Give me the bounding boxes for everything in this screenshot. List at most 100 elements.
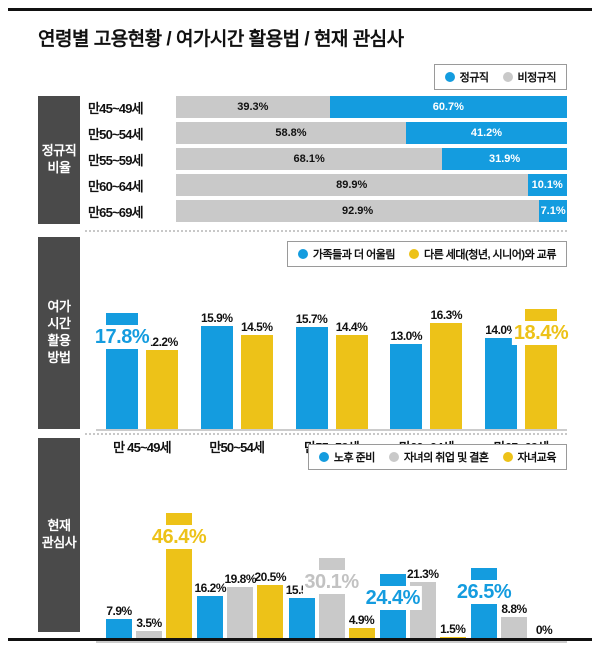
legend-label: 노후 준비 — [333, 452, 376, 464]
legend-dot-icon — [318, 452, 329, 462]
highlight-value-label: 18.4% — [511, 321, 571, 345]
grouped-bar-plot-leisure: 17.8% 12.2% 15.9% 14.5% 15.7% 14.4% 13.0% 16.3%… — [92, 273, 571, 431]
bar-yellow: 4.9% — [348, 613, 375, 641]
bar-blue: 13.0% — [390, 329, 423, 429]
section-divider — [85, 433, 567, 435]
value-label: 14.0% — [485, 323, 517, 337]
age-group-label: 만45~49세 — [88, 100, 144, 116]
x-axis-line — [96, 641, 567, 643]
table-row: 만65~69세 92.9% 7.1% — [88, 200, 567, 222]
bar-gray: 3.5% — [136, 616, 162, 641]
stacked-bar: 58.8% 41.2% — [176, 122, 567, 144]
section-side-label-interests: 현재 관심사 — [38, 438, 80, 632]
table-row: 만45~49세 39.3% 60.7% — [88, 96, 567, 118]
bar-gray: 19.8% — [224, 572, 257, 641]
bar-segment-blue: 7.1% — [539, 200, 567, 222]
legend-label: 자녀교육 — [517, 452, 557, 464]
bar-fill — [106, 619, 132, 641]
section-side-label-employment: 정규직 비율 — [38, 96, 80, 224]
legend-dot-icon — [502, 452, 513, 462]
stacked-bar-rows: 만45~49세 39.3% 60.7% 만50~54세 58.8% 41.2% 만55~59… — [88, 96, 567, 226]
legend-dot-icon — [388, 452, 399, 462]
bar-segment-gray: 68.1% — [176, 148, 443, 170]
bar-fill — [240, 335, 273, 429]
value-label: 3.5% — [136, 616, 162, 630]
section-divider — [85, 230, 567, 232]
legend-label: 다른 세대(청년, 시니어)와 교류 — [424, 249, 557, 261]
age-group-label: 만60~64세 — [88, 178, 144, 194]
bar-fill — [197, 596, 224, 641]
legend-interests: 노후 준비 자녀의 취업 및 결혼 자녀교육 — [307, 444, 567, 470]
bar-blue: 16.2% — [194, 581, 227, 641]
legend-label: 비정규직 — [517, 72, 557, 84]
bar-segment-blue: 31.9% — [442, 148, 567, 170]
bar-yellow: 18.4% — [511, 309, 571, 429]
bar-yellow: 14.5% — [240, 320, 273, 429]
table-row: 만50~54세 58.8% 41.2% — [88, 122, 567, 144]
bar-blue: 15.9% — [200, 311, 233, 429]
bar-yellow: 46.4% — [149, 513, 209, 641]
bar-fill — [295, 327, 328, 429]
bar-segment-gray: 92.9% — [176, 200, 540, 222]
value-label: 15.9% — [200, 311, 233, 325]
bar-group: 15.5%30.1% 4.9% — [286, 558, 375, 641]
bar-fill — [485, 338, 517, 429]
value-label: 12.2% — [146, 335, 178, 349]
x-axis-tick-label: 만 45~49세 — [113, 440, 171, 455]
stacked-bar: 39.3% 60.7% — [176, 96, 567, 118]
value-label: 14.5% — [240, 320, 273, 334]
value-label: 19.8% — [224, 572, 257, 586]
bar-fill — [257, 585, 284, 641]
bar-blue: 26.5% — [454, 568, 514, 641]
page-title: 연령별 고용현황 / 여가시간 활용법 / 현재 관심사 — [38, 29, 404, 50]
bar-blue: 7.9% — [106, 604, 132, 641]
value-label: 16.2% — [194, 581, 227, 595]
bar-blue: 14.0% — [485, 323, 517, 429]
x-axis-tick-label: 만50~54세 — [209, 440, 265, 455]
section-employment-ratio: 정규직 비정규직 정규직 비율 만45~49세 39.3% 60.7% 만50~54세 5… — [38, 62, 567, 229]
bar-yellow: 20.5% — [254, 570, 287, 641]
bar-fill — [471, 568, 497, 641]
bar-blue: 24.4% — [363, 574, 422, 641]
value-label: 20.5% — [254, 570, 287, 584]
section-side-label-leisure: 여가 시간 활용 방법 — [38, 237, 80, 429]
bar-fill — [136, 631, 162, 641]
bar-fill — [200, 326, 233, 429]
legend-label: 정규직 — [459, 72, 489, 84]
value-label: 0% — [535, 623, 553, 637]
bar-group: 24.4% 21.3% 1.5% — [363, 567, 466, 641]
bar-group: 15.7% 14.4% — [295, 312, 368, 429]
legend-leisure: 가족들과 더 어울림 다른 세대(청년, 시니어)와 교류 — [286, 241, 567, 267]
legend-dot-icon — [502, 72, 513, 82]
bar-group: 26.5% 8.8% 0% — [454, 568, 557, 641]
value-label: 14.4% — [335, 320, 368, 334]
legend-item: 가족들과 더 어울림 — [297, 246, 396, 262]
table-row: 만55~59세 68.1% 31.9% — [88, 148, 567, 170]
legend-item: 정규직 — [444, 69, 489, 85]
bar-fill — [335, 335, 368, 429]
value-label: 21.3% — [406, 567, 439, 581]
bar-group: 13.0% 16.3% — [390, 308, 463, 429]
age-group-label: 만50~54세 — [88, 126, 144, 142]
legend-dot-icon — [297, 249, 308, 259]
value-label: 15.7% — [295, 312, 328, 326]
value-label: 8.8% — [501, 602, 527, 616]
highlight-value-label: 17.8% — [92, 325, 152, 349]
bar-group: 14.0% 18.4% — [485, 309, 571, 429]
bar-yellow: 16.3% — [430, 308, 463, 429]
legend-dot-icon — [444, 72, 455, 82]
bar-fill — [430, 323, 463, 429]
bar-yellow: 12.2% — [146, 335, 178, 429]
bar-blue: 17.8% — [92, 313, 152, 429]
stacked-bar: 89.9% 10.1% — [176, 174, 567, 196]
legend-item: 자녀의 취업 및 결혼 — [388, 449, 489, 465]
value-label: 7.9% — [106, 604, 132, 618]
value-label: 13.0% — [390, 329, 423, 343]
section-leisure-time: 가족들과 더 어울림 다른 세대(청년, 시니어)와 교류 여가 시간 활용 방법… — [38, 237, 571, 455]
bar-segment-blue: 60.7% — [329, 96, 567, 118]
bar-group: 7.9% 3.5% 46.4% — [106, 513, 209, 641]
highlight-value-label: 30.1% — [302, 570, 361, 594]
stacked-bar: 92.9% 7.1% — [176, 200, 567, 222]
highlight-value-label: 24.4% — [363, 586, 422, 610]
bar-group: 15.9% 14.5% — [200, 311, 273, 429]
